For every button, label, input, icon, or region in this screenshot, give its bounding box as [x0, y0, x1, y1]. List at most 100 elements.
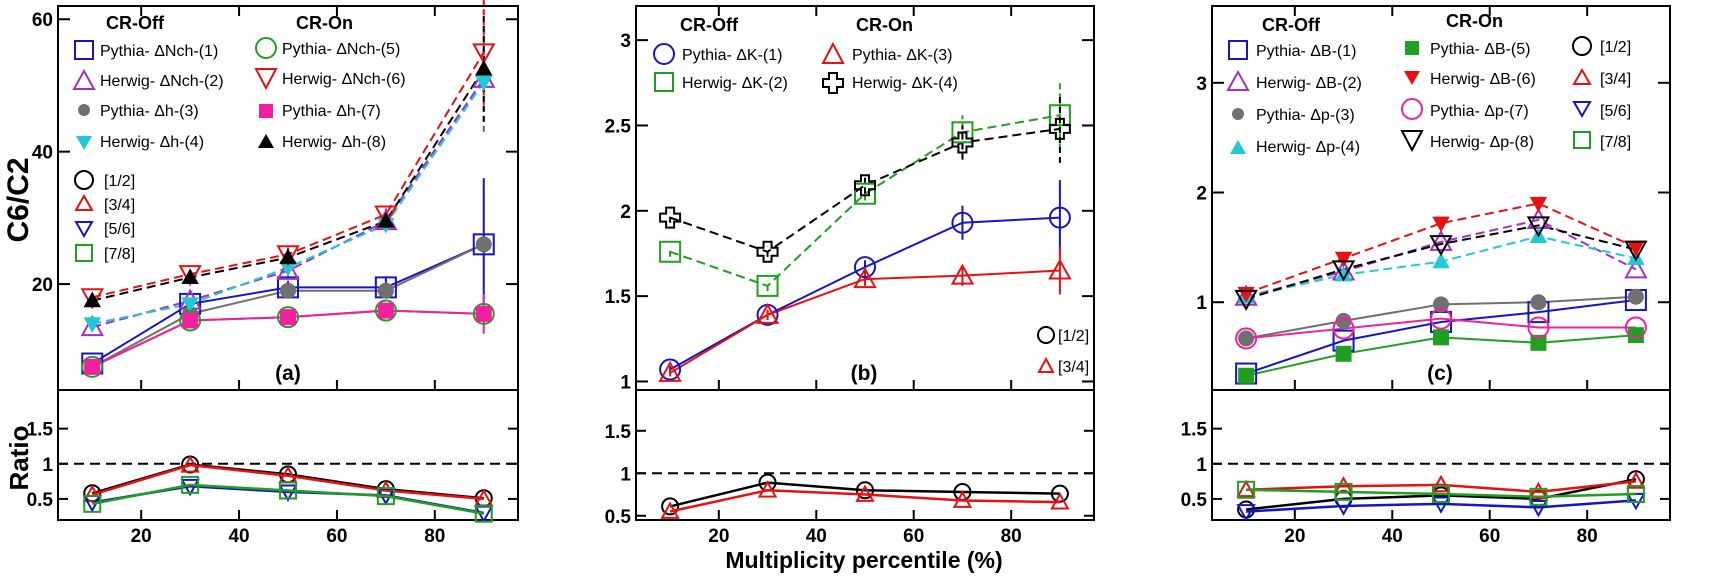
panel-a-legend: CR-Off CR-On Pythia- ΔNch-(1) Herwig- ΔN… [72, 13, 406, 263]
x-tick-label: 20 [708, 526, 729, 547]
data-point [1334, 251, 1353, 268]
data-point [181, 297, 199, 313]
series-line [1245, 202, 1637, 295]
x-tick-label: 60 [326, 526, 347, 547]
data-point [280, 282, 296, 299]
ratio-line [1246, 499, 1636, 513]
legend-entry: Herwig- ΔK-(4) [822, 72, 958, 94]
legend-entry: Herwig- Δh-(4) [76, 134, 204, 151]
data-point [1624, 257, 1648, 279]
legend-label: Pythia- ΔNch-(5) [282, 41, 400, 58]
data-point [1048, 206, 1071, 229]
legend-label: Herwig- ΔB-(6) [1430, 71, 1536, 88]
data-point [950, 263, 975, 285]
legend-label: Herwig- Δh-(4) [100, 134, 204, 151]
legend-label: [1/2] [104, 173, 135, 190]
legend-label: [1/2] [1058, 328, 1089, 345]
ratio-y-tick-label: 0.5 [605, 507, 632, 528]
y-tick-label: 1 [1196, 293, 1207, 314]
data-point [854, 174, 876, 197]
legend-entry: [3/4] [1037, 356, 1089, 376]
panel-label-c: (c) [1427, 362, 1453, 385]
series-line [1245, 299, 1637, 375]
legend-label: Herwig- Δh-(8) [282, 134, 386, 151]
data-point [1433, 296, 1449, 313]
data-point [1048, 258, 1072, 280]
legend-label: Pythia- Δp-(7) [1430, 103, 1529, 120]
data-point [472, 43, 496, 65]
legend-entry: Herwig- Δh-(8) [258, 134, 386, 151]
legend-header-cr-off: CR-Off [680, 15, 739, 35]
data-point [179, 309, 202, 332]
data-point [377, 282, 394, 299]
ratio-point [474, 504, 493, 523]
ratio-point [376, 487, 395, 506]
x-tick-label: 40 [1382, 526, 1403, 547]
legend-label: Pythia- ΔNch-(1) [100, 43, 218, 60]
legend-label: [3/4] [1600, 71, 1631, 88]
y-tick-label: 40 [32, 143, 53, 164]
panel-c-ratio-frame [1211, 389, 1671, 521]
data-point [81, 355, 104, 378]
ratio-point [661, 497, 680, 516]
x-tick-label: 40 [806, 526, 827, 547]
ratio-point [1626, 485, 1645, 503]
ratio-y-tick-label: 1.5 [1181, 420, 1208, 441]
ratio-point [278, 484, 298, 502]
legend-entry: Herwig- ΔK-(2) [654, 72, 788, 92]
x-tick-label: 80 [1577, 526, 1598, 547]
ratio-point [1529, 487, 1548, 506]
data-point [475, 75, 493, 92]
legend-entry: Pythia- ΔNch-(5) [255, 37, 400, 59]
ratio-line [1245, 478, 1637, 511]
ratio-point [1626, 471, 1646, 489]
data-point [1526, 216, 1551, 238]
legend-entry: Pythia- ΔK-(3) [821, 41, 952, 64]
panel-b-ratio-frame [635, 389, 1095, 521]
ratio-point [1432, 485, 1450, 503]
data-point [84, 358, 101, 375]
ratio-point [952, 490, 973, 508]
legend-label: [7/8] [1600, 134, 1631, 151]
data-point [1048, 117, 1071, 140]
ratio-y-tick-label: 1 [42, 455, 53, 476]
data-point [1048, 104, 1071, 127]
ratio-point [855, 484, 875, 502]
data-point [756, 274, 779, 297]
data-point [80, 315, 104, 337]
data-point [1530, 334, 1547, 351]
data-point [83, 291, 101, 308]
data-point [658, 360, 682, 382]
ratio-y-tick-label: 1.5 [27, 420, 54, 441]
data-point [854, 256, 876, 279]
data-point [1238, 367, 1255, 384]
data-point [475, 305, 492, 322]
legend-label: [3/4] [1058, 359, 1089, 376]
data-point [951, 121, 974, 144]
data-point [756, 240, 779, 263]
data-point [854, 182, 876, 205]
data-point [182, 312, 199, 329]
data-point [1627, 288, 1644, 305]
data-point [374, 205, 398, 227]
legend-entry: [7/8] [1573, 131, 1631, 151]
data-point [951, 131, 974, 154]
y-tick-label: 20 [32, 275, 53, 296]
data-point [1432, 216, 1450, 233]
ratio-point [1236, 504, 1256, 522]
series-line [669, 114, 1061, 288]
ratio-point [180, 455, 200, 473]
ratio-line [669, 489, 1060, 513]
legend-label: Herwig- ΔK-(2) [682, 75, 788, 92]
legend-entry: Pythia- ΔB-(5) [1405, 41, 1530, 58]
x-tick-label: 80 [424, 526, 445, 547]
data-point [951, 211, 974, 234]
legend-header-cr-on: CR-On [296, 13, 353, 33]
legend-entry: [3/4] [1572, 67, 1631, 88]
data-point [1235, 327, 1258, 350]
x-tick-label: 20 [131, 526, 152, 547]
data-point [1238, 330, 1255, 347]
data-point [1234, 289, 1258, 311]
ratio-line [92, 483, 484, 515]
data-point [178, 265, 202, 287]
